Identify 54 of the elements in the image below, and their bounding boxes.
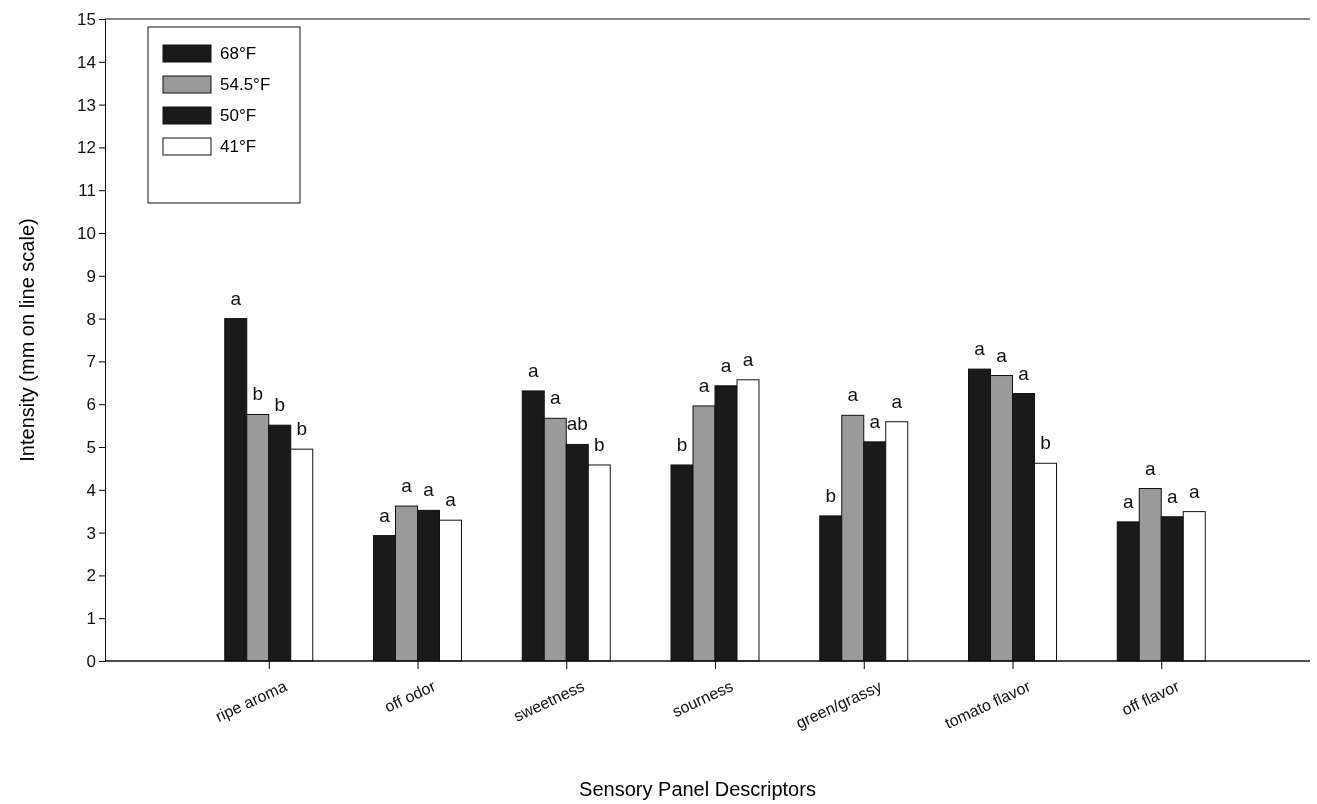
data-label: a <box>1018 362 1030 384</box>
y-axis-title: Intensity (mm on line scale) <box>16 218 38 462</box>
y-tick-label: 0 <box>86 651 96 671</box>
data-label: a <box>869 410 881 432</box>
y-tick-label: 10 <box>77 223 96 243</box>
data-label: a <box>996 344 1008 366</box>
data-label: b <box>1040 432 1051 454</box>
data-label: b <box>676 433 688 455</box>
data-label: a <box>445 489 457 511</box>
data-label: a <box>891 390 903 412</box>
y-tick-label: 1 <box>86 609 96 629</box>
data-label: b <box>274 394 286 416</box>
data-label: b <box>296 418 308 440</box>
legend-label: 41°F <box>220 137 257 156</box>
x-axis-title: Sensory Panel Descriptors <box>579 778 816 800</box>
data-label: a <box>1166 485 1178 507</box>
y-tick-label: 12 <box>77 138 96 158</box>
data-label: a <box>549 387 561 409</box>
data-label: a <box>1122 490 1134 512</box>
data-label: a <box>379 504 391 526</box>
y-tick-label: 8 <box>86 309 96 329</box>
x-tick-label: off odor <box>381 677 439 716</box>
y-tick-label: 6 <box>86 395 96 415</box>
legend-label: 50°F <box>220 106 257 125</box>
y-tick-label: 4 <box>86 480 96 500</box>
y-tick-label: 15 <box>77 9 96 29</box>
y-tick-label: 7 <box>86 352 96 372</box>
data-label: b <box>825 484 837 506</box>
data-label: a <box>742 348 754 370</box>
data-label: a <box>974 338 986 360</box>
y-tick-label: 9 <box>86 266 96 286</box>
data-label: a <box>1144 457 1156 479</box>
y-tick-label: 11 <box>78 181 96 201</box>
y-tick-label: 13 <box>77 95 96 115</box>
legend-label: 68°F <box>220 44 257 63</box>
data-label: b <box>593 433 605 455</box>
data-label: a <box>847 384 859 406</box>
data-label: b <box>252 383 264 405</box>
data-label: a <box>401 475 413 497</box>
x-tick-label: ripe aroma <box>212 677 290 726</box>
y-tick-label: 3 <box>86 523 96 543</box>
y-tick-label: 5 <box>86 437 96 457</box>
data-label: a <box>527 359 539 381</box>
x-tick-label: tomato flavor <box>942 677 1034 732</box>
data-label: a <box>423 479 435 501</box>
data-label: a <box>698 374 710 396</box>
data-label: a <box>230 287 242 309</box>
data-label: ab <box>566 413 588 435</box>
y-tick-label: 14 <box>77 52 96 72</box>
data-label: a <box>1188 480 1200 502</box>
x-tick-label: off flavor <box>1119 677 1183 719</box>
y-tick-label: 2 <box>86 566 96 586</box>
data-label: a <box>720 354 732 376</box>
legend-label: 54.5°F <box>220 75 271 94</box>
